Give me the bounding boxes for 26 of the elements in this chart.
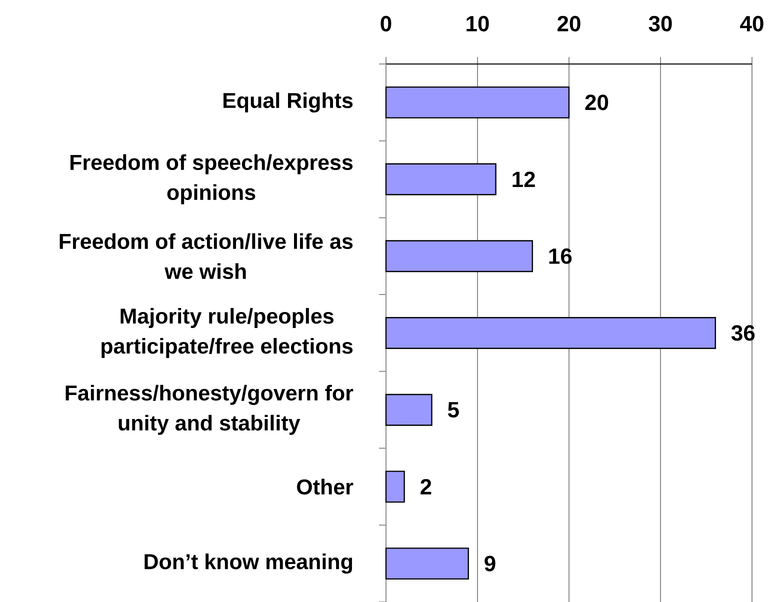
y-tick-label: Other bbox=[297, 478, 354, 495]
x-tick-label: 10 bbox=[466, 16, 489, 32]
data-label: 5 bbox=[448, 402, 459, 418]
data-label: 16 bbox=[549, 248, 572, 264]
data-label: 12 bbox=[512, 172, 535, 187]
x-tick-label: 20 bbox=[558, 16, 580, 32]
bar bbox=[385, 470, 405, 503]
data-label: 9 bbox=[484, 556, 496, 572]
y-tick-label: Majority rule/peoples participate/free elections bbox=[102, 308, 353, 358]
bar bbox=[385, 394, 432, 426]
data-label: 20 bbox=[585, 94, 608, 110]
y-tick-label: Don’t know meaning bbox=[144, 553, 352, 574]
bar bbox=[385, 163, 496, 196]
x-tick-label: 40 bbox=[740, 16, 764, 32]
bar bbox=[385, 240, 533, 272]
bar bbox=[385, 317, 716, 349]
bar bbox=[385, 548, 469, 580]
y-tick-label: Freedom of speech/express opinions bbox=[70, 154, 353, 204]
x-tick-label: 0 bbox=[380, 16, 392, 32]
x-tick-label: 30 bbox=[648, 16, 672, 32]
y-tick-label: Equal Rights bbox=[224, 92, 353, 112]
y-tick-label: Fairness/honesty/govern for unity and stability bbox=[66, 384, 354, 435]
data-label: 2 bbox=[420, 479, 432, 494]
bar bbox=[385, 86, 570, 118]
y-tick-label: Freedom of action/live life as we wish bbox=[60, 233, 353, 280]
data-label: 36 bbox=[731, 325, 755, 341]
